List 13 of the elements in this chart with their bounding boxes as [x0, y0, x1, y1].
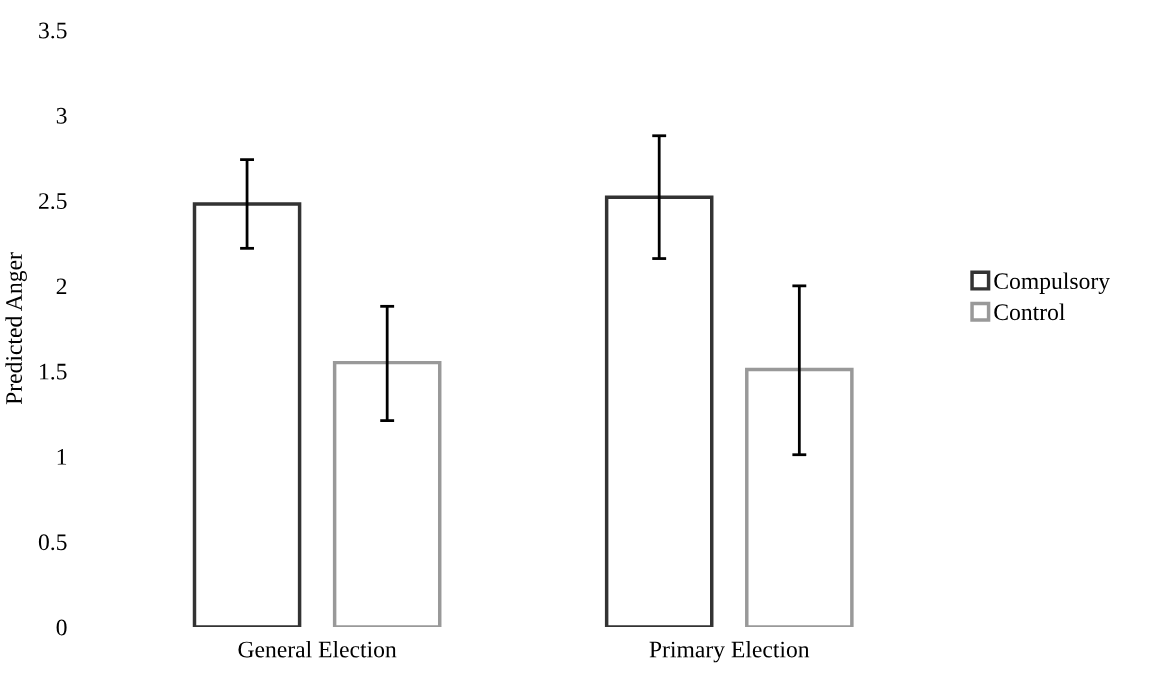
y-tick-label: 2.5 — [39, 193, 67, 210]
x-tick-label: General Election — [238, 640, 397, 658]
y-tick-label: 0.5 — [38, 534, 67, 551]
legend-label: Compulsory — [994, 272, 1110, 294]
x-tick-label: Primary Election — [649, 640, 810, 663]
y-tick-label: 1 — [57, 449, 67, 465]
y-tick-label: 2 — [56, 278, 67, 295]
y-axis-title: Predicted Anger — [5, 252, 27, 405]
y-tick-label: 3 — [56, 107, 67, 124]
legend-label: Control — [994, 303, 1065, 321]
y-tick-label: 3.5 — [39, 22, 67, 39]
y-tick-label: 1.5 — [40, 363, 67, 380]
y-tick-label: 0 — [56, 619, 67, 636]
